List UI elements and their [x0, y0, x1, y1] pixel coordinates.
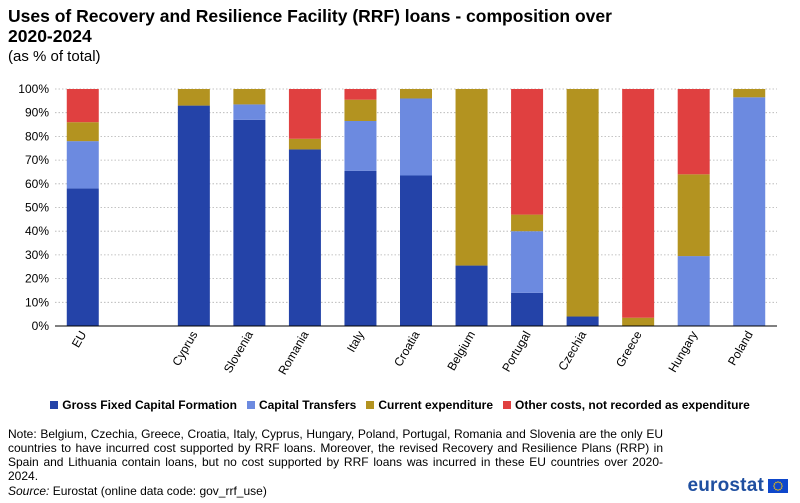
bar-segment-hungary-capital-transfers: [677, 256, 710, 326]
bar-segment-romania-other-costs-not-recorded-as-expenditure: [288, 89, 321, 139]
bar-segment-slovenia-capital-transfers: [233, 104, 266, 120]
x-tick-label-poland: Poland: [725, 329, 756, 368]
legend-label-other-costs: Other costs, not recorded as expenditure: [515, 398, 750, 412]
x-tick-label-hungary: Hungary: [665, 329, 700, 375]
x-tick-label-croatia: Croatia: [391, 328, 423, 369]
y-tick-label: 40%: [25, 224, 49, 238]
logo-text: eurostat: [687, 475, 764, 496]
legend-label-capital-transfers: Capital Transfers: [258, 398, 357, 412]
bar-segment-romania-gross-fixed-capital-formation: [288, 149, 321, 326]
legend-swatch-other-costs: [503, 401, 512, 409]
footnote: Note: Belgium, Czechia, Greece, Croatia,…: [8, 427, 663, 483]
y-tick-label: 0%: [32, 319, 50, 333]
y-tick-label: 30%: [25, 248, 49, 262]
bar-segment-croatia-gross-fixed-capital-formation: [400, 175, 432, 326]
y-axis-ticks: 0% 10% 20% 30% 40% 50% 60% 70% 80% 90% 100%: [18, 82, 49, 333]
bar-segment-greece-other-costs-not-recorded-as-expenditure: [622, 89, 655, 318]
bar-segment-greece-current-expenditure: [622, 317, 655, 326]
bar-segment-slovenia-current-expenditure: [233, 89, 266, 105]
bar-segment-cyprus-gross-fixed-capital-formation: [177, 105, 210, 326]
bar-segment-eu-capital-transfers: [66, 141, 99, 189]
legend-item-current-expenditure: Current expenditure: [366, 398, 493, 412]
bar-segment-portugal-capital-transfers: [511, 231, 544, 293]
source-text: Eurostat (online data code: gov_rrf_use): [49, 484, 267, 498]
bar-segment-belgium-gross-fixed-capital-formation: [455, 265, 488, 326]
legend-item-other-costs: Other costs, not recorded as expenditure: [503, 398, 750, 412]
bar-segment-czechia-gross-fixed-capital-formation: [566, 316, 599, 326]
legend-swatch-gfcf: [50, 401, 59, 409]
x-tick-label-italy: Italy: [344, 329, 367, 355]
x-tick-label-belgium: Belgium: [444, 329, 478, 374]
chart-subtitle: (as % of total): [8, 48, 101, 65]
bar-segment-hungary-current-expenditure: [677, 174, 710, 257]
x-tick-label-slovenia: Slovenia: [221, 328, 256, 375]
legend-swatch-current-expenditure: [366, 401, 375, 409]
x-tick-label-czechia: Czechia: [555, 328, 589, 373]
y-tick-label: 70%: [25, 153, 49, 167]
y-tick-label: 50%: [25, 201, 49, 215]
bar-segment-croatia-current-expenditure: [400, 89, 432, 99]
bar-segment-italy-other-costs-not-recorded-as-expenditure: [344, 89, 377, 100]
y-tick-label: 100%: [18, 82, 49, 96]
bars: [66, 89, 766, 326]
bar-segment-croatia-capital-transfers: [400, 98, 432, 176]
bar-segment-portugal-current-expenditure: [511, 214, 544, 232]
legend-item-capital-transfers: Capital Transfers: [246, 398, 357, 412]
bar-segment-czechia-current-expenditure: [566, 89, 599, 317]
bar-segment-portugal-other-costs-not-recorded-as-expenditure: [511, 89, 544, 215]
bar-segment-italy-gross-fixed-capital-formation: [344, 170, 377, 326]
y-tick-label: 60%: [25, 177, 49, 191]
eurostat-logo: eurostat: [687, 475, 788, 497]
x-tick-label-greece: Greece: [613, 328, 645, 369]
y-tick-label: 80%: [25, 129, 49, 143]
x-axis-labels: EU Cyprus Slovenia Romania Italy Croatia Belgi…: [69, 328, 756, 377]
legend-label-gfcf: Gross Fixed Capital Formation: [62, 398, 237, 412]
bar-segment-italy-current-expenditure: [344, 99, 377, 121]
y-tick-label: 90%: [25, 106, 49, 120]
bar-segment-italy-capital-transfers: [344, 120, 377, 171]
bar-segment-eu-current-expenditure: [66, 122, 99, 142]
bar-segment-poland-capital-transfers: [733, 97, 766, 326]
bar-segment-eu-other-costs-not-recorded-as-expenditure: [66, 89, 99, 123]
bar-segment-cyprus-current-expenditure: [177, 89, 210, 106]
chart-title: Uses of Recovery and Resilience Facility…: [8, 6, 612, 46]
y-tick-label: 20%: [25, 272, 49, 286]
x-tick-label-romania: Romania: [275, 328, 311, 377]
legend: Gross Fixed Capital Formation Capital Tr…: [0, 398, 800, 412]
bar-segment-belgium-current-expenditure: [455, 89, 488, 266]
legend-item-gfcf: Gross Fixed Capital Formation: [50, 398, 237, 412]
y-tick-label: 10%: [25, 295, 49, 309]
x-tick-label-portugal: Portugal: [499, 329, 533, 375]
legend-label-current-expenditure: Current expenditure: [378, 398, 494, 412]
x-tick-label-eu: EU: [69, 329, 89, 350]
bar-segment-poland-current-expenditure: [733, 89, 766, 98]
eu-flag-icon: [768, 479, 788, 493]
x-tick-label-cyprus: Cyprus: [169, 329, 200, 369]
bar-segment-eu-gross-fixed-capital-formation: [66, 188, 99, 326]
bar-segment-romania-current-expenditure: [288, 138, 321, 150]
source-label: Source:: [8, 484, 50, 498]
bar-segment-hungary-other-costs-not-recorded-as-expenditure: [677, 89, 710, 175]
bar-segment-portugal-gross-fixed-capital-formation: [511, 292, 544, 326]
bar-segment-slovenia-gross-fixed-capital-formation: [233, 119, 266, 326]
source-line: Source: Eurostat (online data code: gov_…: [8, 484, 267, 498]
legend-swatch-capital-transfers: [246, 401, 255, 409]
